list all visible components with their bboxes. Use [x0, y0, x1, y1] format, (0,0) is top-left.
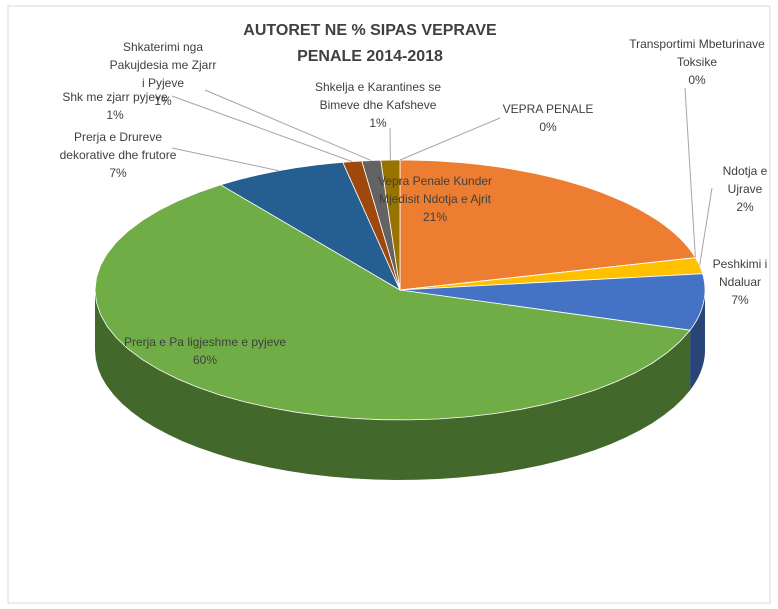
data-label-value: 1%: [369, 116, 387, 130]
data-label-value: 7%: [731, 293, 749, 307]
data-label-name: Ndotja e Ujrave: [722, 164, 768, 196]
data-label-name: VEPRA PENALE: [502, 102, 594, 116]
data-label-name: Transportimi Mbeturinave Toksike: [629, 37, 765, 69]
leader-line: [171, 95, 353, 163]
pie-slice: [94, 184, 691, 421]
data-label-name: Shk me zjarr pyjeve: [62, 90, 168, 104]
data-label-value: 2%: [736, 200, 754, 214]
leader-line: [684, 87, 696, 258]
data-label-name: Prerja e Drureve dekorative dhe frutore: [59, 130, 177, 162]
pie-slice: [399, 159, 697, 291]
data-label-value: 1%: [106, 108, 124, 122]
data-label-name: Shkaterimi nga Pakujdesia me Zjarr i Pyj…: [109, 40, 217, 90]
pie-slice: [399, 273, 706, 331]
data-label-name: Shkelja e Karantines se Bimeve dhe Kafsh…: [314, 80, 442, 112]
data-label-value: 1%: [154, 94, 172, 108]
data-label-name: Peshkimi i Ndaluar: [712, 257, 768, 289]
leader-line: [399, 117, 501, 161]
data-label-value: 0%: [688, 73, 706, 87]
leader-line: [699, 187, 713, 266]
data-label-name: Vepra Penale Kunder Mjedisit Ndotja e Aj…: [377, 174, 493, 206]
chart-title: AUTORET NE % SIPAS VEPRAVE PENALE 2014-2…: [243, 22, 497, 65]
leader-line: [204, 89, 372, 162]
data-label-value: 7%: [109, 166, 127, 180]
data-label-name: Prerja e Pa ligjeshme e pyjeve: [123, 335, 287, 349]
data-label-value: 0%: [539, 120, 557, 134]
data-label-value: 60%: [192, 353, 218, 367]
data-label-value: 21%: [422, 210, 448, 224]
pie-slice-side: [690, 290, 705, 391]
leader-line: [171, 147, 280, 172]
pie-slice-side: [95, 290, 691, 480]
